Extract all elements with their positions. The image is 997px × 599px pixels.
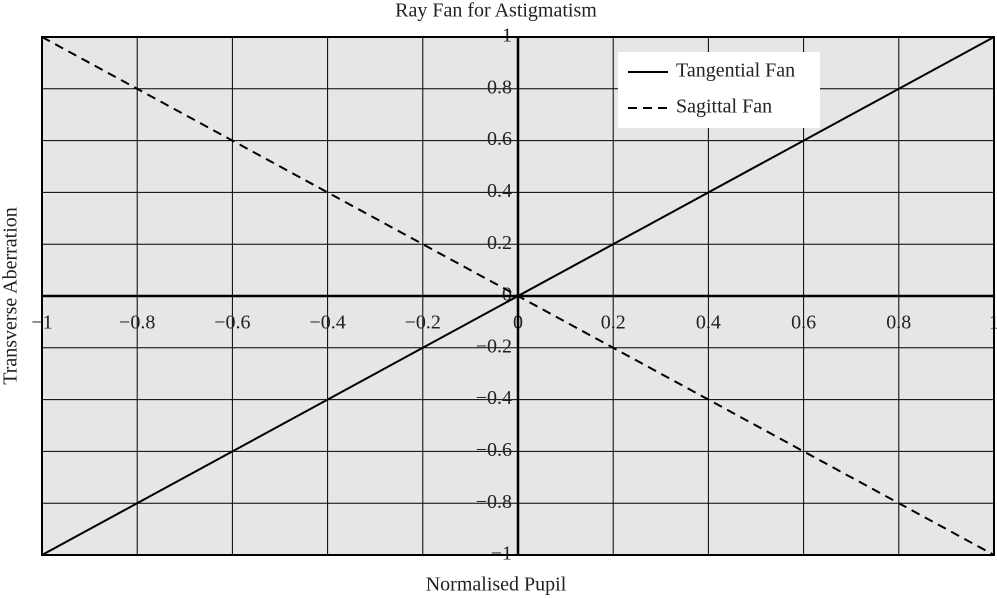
legend-box	[618, 52, 820, 128]
x-tick-label: 0.6	[791, 312, 816, 334]
chart-title: Ray Fan for Astigmatism	[395, 0, 597, 22]
x-tick-label: 0.4	[696, 312, 721, 334]
y-tick-label: −0.4	[476, 387, 512, 409]
x-tick-label: −0.4	[309, 312, 345, 334]
x-tick-label: −0.6	[214, 312, 250, 334]
y-tick-label: 0.2	[487, 232, 512, 254]
y-tick-label: 0	[502, 284, 512, 306]
x-tick-label: 0.2	[601, 312, 626, 334]
x-tick-label: −0.8	[119, 312, 155, 334]
y-tick-label: −0.2	[476, 335, 512, 357]
legend-label: Tangential Fan	[676, 60, 795, 82]
y-tick-label: 0.8	[487, 76, 512, 98]
x-axis-label: Normalised Pupil	[426, 574, 567, 596]
y-tick-label: 0.6	[487, 128, 512, 150]
y-tick-label: −0.6	[476, 439, 512, 461]
y-tick-label: 0.4	[487, 180, 512, 202]
y-axis-label: Transverse Aberration	[0, 207, 22, 385]
y-tick-label: −1	[491, 543, 512, 565]
legend-label: Sagittal Fan	[676, 96, 772, 118]
series-line	[41, 36, 995, 556]
y-tick-label: 1	[502, 25, 512, 47]
x-tick-label: 0.8	[886, 312, 911, 334]
x-tick-label: −0.2	[405, 312, 441, 334]
y-tick-label: −0.8	[476, 491, 512, 513]
